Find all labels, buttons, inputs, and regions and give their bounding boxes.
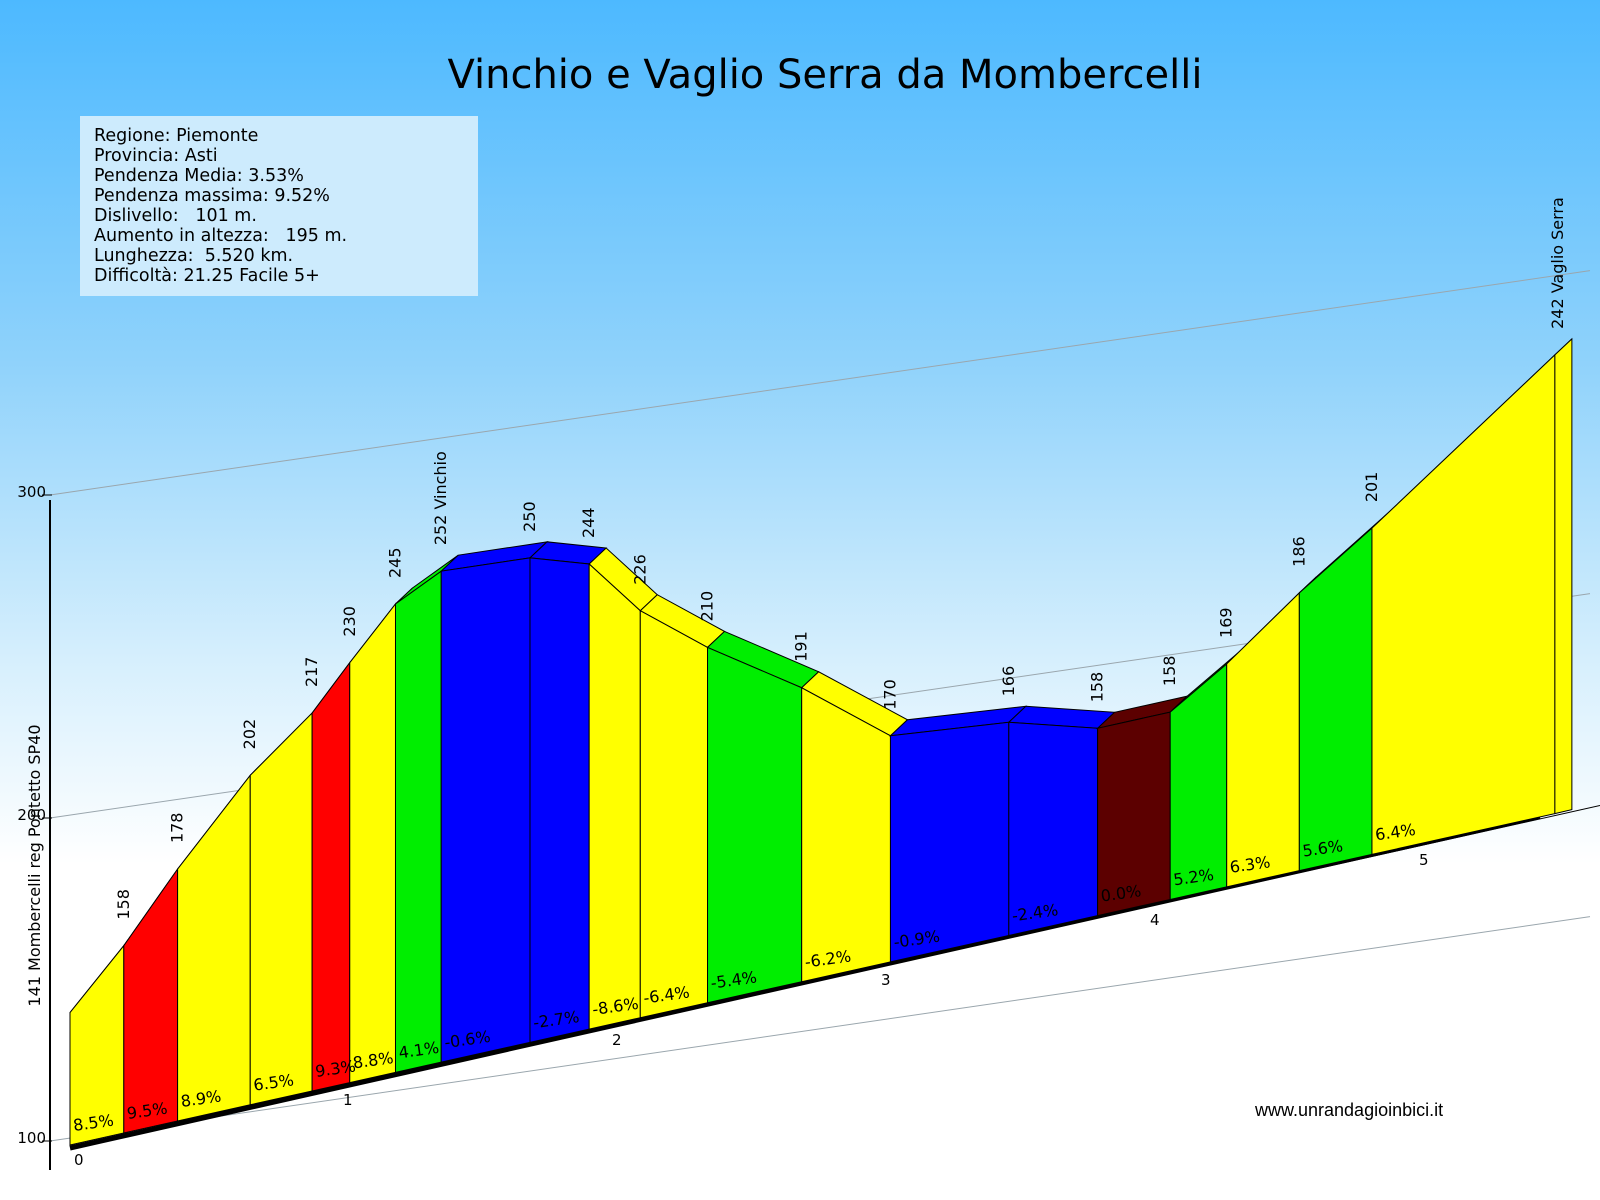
info-difficolta: Difficoltà: 21.25 Facile 5+ xyxy=(94,266,320,286)
km-tick-label: 3 xyxy=(881,971,891,989)
segment-front-face xyxy=(249,711,313,1106)
elevation-label: 141 Mombercelli reg Pontetto SP40 xyxy=(25,724,44,1006)
elevation-label: 166 xyxy=(999,666,1018,697)
elevation-label: 250 xyxy=(520,501,539,532)
elevation-label: 210 xyxy=(698,591,717,622)
segment-front-face xyxy=(311,661,351,1092)
elevation-label: 158 xyxy=(1160,656,1179,687)
segment-front-face xyxy=(588,562,641,1030)
segment-front-face xyxy=(639,609,709,1019)
y-tick-label: 300 xyxy=(17,483,46,501)
elevation-label: 186 xyxy=(1289,536,1308,567)
elevation-label: 230 xyxy=(340,606,359,637)
info-lunghezza: Lunghezza: 5.520 km. xyxy=(94,246,294,266)
km-tick-label: 4 xyxy=(1150,911,1160,929)
segment-front-face xyxy=(889,721,1010,963)
elevation-label: 201 xyxy=(1362,472,1381,503)
segment-front-face xyxy=(1371,353,1556,856)
info-pendenza-massima: Pendenza massima: 9.52% xyxy=(94,186,330,206)
segment-front-face xyxy=(349,602,396,1084)
info-provincia: Provincia: Asti xyxy=(94,146,218,166)
elevation-label: 202 xyxy=(240,719,259,750)
segment-front-face xyxy=(707,646,803,1004)
km-tick-label: 2 xyxy=(612,1031,622,1049)
grid-line xyxy=(49,916,1591,1142)
elevation-label: 245 xyxy=(385,547,404,578)
elevation-label: 226 xyxy=(630,554,649,585)
elevation-label: 191 xyxy=(792,631,811,662)
elevation-label: 169 xyxy=(1217,607,1236,638)
y-axis: 100 200 300 xyxy=(17,483,52,1170)
elevation-label: 170 xyxy=(880,679,899,710)
grid-line xyxy=(49,270,1591,496)
info-regione: Regione: Piemonte xyxy=(94,126,259,146)
km-tick-label: 5 xyxy=(1419,851,1429,869)
website-credit: www.unrandagioinbici.it xyxy=(1255,1100,1444,1120)
info-box: Regione: Piemonte Provincia: Asti Penden… xyxy=(80,116,478,296)
segment-front-face xyxy=(177,773,251,1122)
segment-front-face xyxy=(1298,527,1373,872)
segment-front-face xyxy=(440,557,531,1063)
elevation-label: 178 xyxy=(168,812,187,843)
elevation-label: 158 xyxy=(114,889,133,920)
km-tick-label: 1 xyxy=(343,1091,353,1109)
segment-front-face xyxy=(394,570,442,1073)
segment-side-face xyxy=(1554,337,1573,815)
y-tick-label: 200 xyxy=(17,806,46,824)
segment-front-face xyxy=(801,686,891,983)
elevation-label: 217 xyxy=(302,657,321,688)
y-tick-label: 100 xyxy=(17,1129,46,1147)
info-aumento: Aumento in altezza: 195 m. xyxy=(94,226,348,246)
elevation-label: 244 xyxy=(579,507,598,538)
elevation-label: 158 xyxy=(1088,672,1107,703)
segment-front-face xyxy=(529,557,590,1043)
km-tick-label: 0 xyxy=(74,1151,84,1169)
info-pendenza-media: Pendenza Media: 3.53% xyxy=(94,166,304,186)
profile-segments xyxy=(69,337,1573,1146)
elevation-label: 242 Vaglio Serra xyxy=(1548,197,1567,329)
elevation-label: 252 Vinchio xyxy=(431,451,450,545)
info-dislivello: Dislivello: 101 m. xyxy=(94,206,257,226)
segment-front-face xyxy=(1226,591,1300,888)
chart-title: Vinchio e Vaglio Serra da Mombercelli xyxy=(447,52,1203,98)
